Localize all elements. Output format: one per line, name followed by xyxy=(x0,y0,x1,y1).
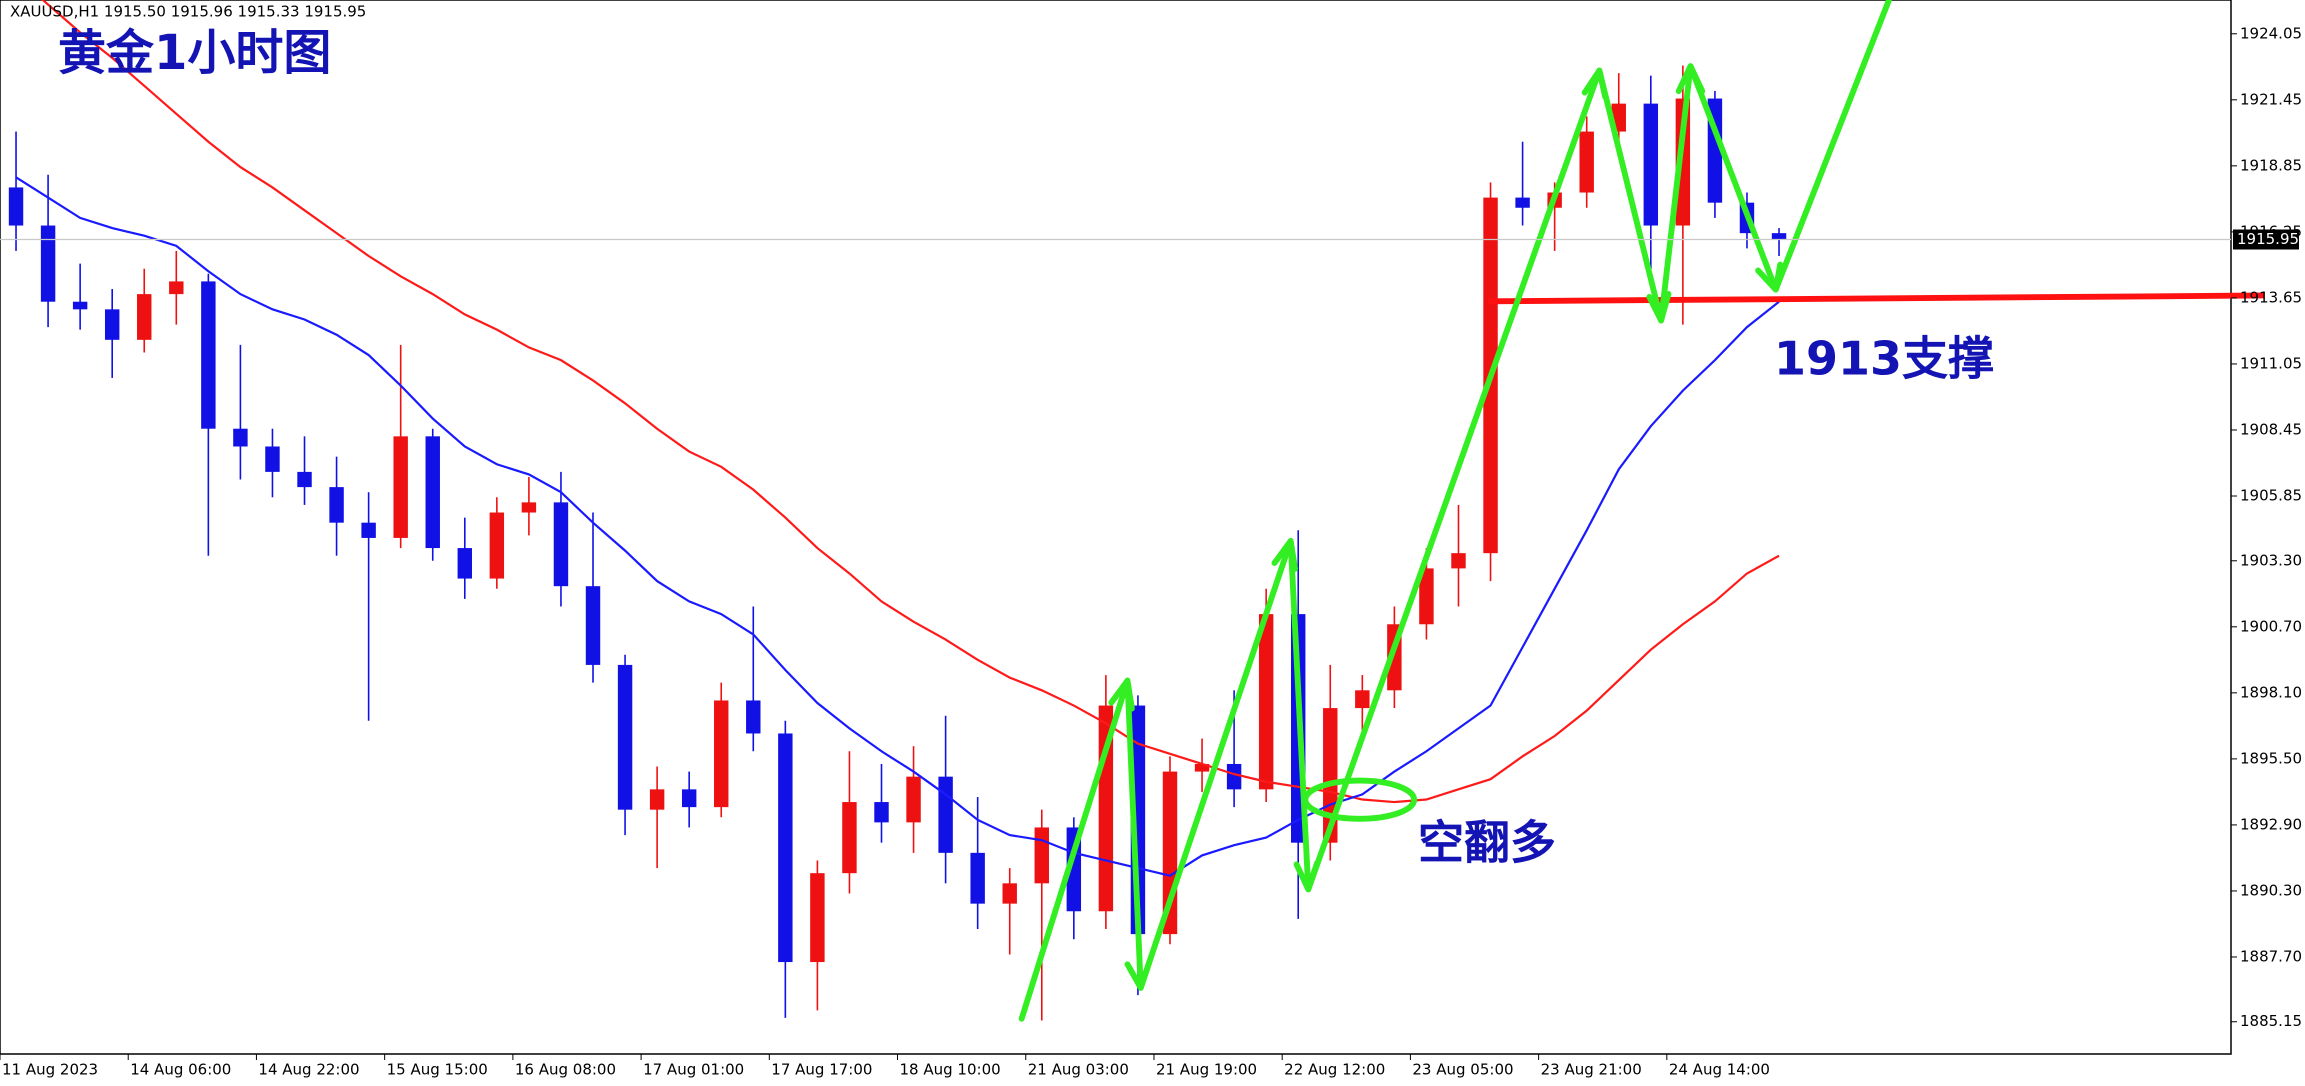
y-tick-label: 1924.05 xyxy=(2240,24,2302,42)
annotation: 1913支撑 xyxy=(1774,332,1994,386)
candle-body xyxy=(938,776,953,853)
x-tick-label: 14 Aug 22:00 xyxy=(258,1061,359,1079)
candle-body xyxy=(425,436,440,549)
candle-body xyxy=(40,225,56,302)
candle-body xyxy=(169,281,184,295)
x-tick-label: 11 Aug 2023 xyxy=(2,1061,98,1079)
candle-body xyxy=(906,776,921,823)
y-tick-label: 1918.85 xyxy=(2240,156,2302,174)
candle-body xyxy=(842,802,857,874)
candle-body xyxy=(617,664,633,810)
moving-average-line xyxy=(41,0,1780,804)
y-tick-label: 1903.30 xyxy=(2240,551,2302,569)
candle-body xyxy=(1258,614,1274,790)
candle-body xyxy=(649,789,665,810)
x-tick-label: 24 Aug 14:00 xyxy=(1669,1061,1770,1079)
x-tick-label: 23 Aug 21:00 xyxy=(1541,1061,1642,1079)
x-tick-label: 17 Aug 17:00 xyxy=(771,1061,872,1079)
x-tick-label: 15 Aug 15:00 xyxy=(387,1061,488,1079)
header: XAUUSD,H1 1915.50 1915.96 1915.33 1915.9… xyxy=(10,3,366,21)
candle-body xyxy=(1515,197,1530,208)
x-tick-label: 18 Aug 10:00 xyxy=(900,1061,1001,1079)
candle-body xyxy=(1771,233,1787,240)
candle-body xyxy=(714,700,729,808)
candle-body xyxy=(1034,827,1049,884)
candle-body xyxy=(72,301,88,310)
x-tick-label: 21 Aug 19:00 xyxy=(1156,1061,1257,1079)
y-tick-label: 1900.70 xyxy=(2240,617,2302,635)
annotation-drawing xyxy=(1018,0,2264,1022)
last-price-box xyxy=(2233,229,2299,250)
y-tick-label: 1885.15 xyxy=(2240,1012,2302,1030)
candle-body xyxy=(585,586,601,665)
candle-body xyxy=(361,522,376,538)
y-tick-label: 1908.45 xyxy=(2240,420,2302,438)
candle-body xyxy=(329,487,344,523)
candle-body xyxy=(297,471,312,488)
plot-frame xyxy=(0,0,2232,1055)
last-price-label: 1915.95 xyxy=(2237,230,2299,248)
green-arrows xyxy=(1018,0,1892,1022)
y-tick-label: 1905.85 xyxy=(2240,487,2302,505)
candle-body xyxy=(1643,103,1659,226)
candle-body xyxy=(1675,98,1691,226)
chart-title: 黄金1小时图 xyxy=(58,25,331,81)
candle-body xyxy=(489,512,505,579)
y-tick-label: 1913.65 xyxy=(2240,288,2302,306)
y-tick-label: 1911.05 xyxy=(2240,354,2302,372)
candle-body xyxy=(681,789,697,808)
y-tick-label: 1898.10 xyxy=(2240,683,2302,701)
candle-body xyxy=(1355,690,1370,709)
annotation: 空翻多 xyxy=(1418,816,1556,870)
x-tick-label: 22 Aug 12:00 xyxy=(1284,1061,1385,1079)
candle-body xyxy=(746,700,761,734)
candle-body xyxy=(1579,131,1594,193)
x-tick-label: 21 Aug 03:00 xyxy=(1028,1061,1129,1079)
candle-body xyxy=(8,187,24,226)
x-tick-label: 23 Aug 05:00 xyxy=(1412,1061,1513,1079)
candle-body xyxy=(457,548,473,579)
support-line xyxy=(1487,292,2264,305)
candle-body xyxy=(810,873,825,963)
candle-body xyxy=(233,428,248,447)
x-tick-label: 16 Aug 08:00 xyxy=(515,1061,616,1079)
moving-average-line xyxy=(15,176,1780,877)
candle-body xyxy=(265,446,280,472)
candle-body xyxy=(201,281,216,429)
y-tick-label: 1921.45 xyxy=(2240,90,2302,108)
y-tick-label: 1887.70 xyxy=(2240,947,2302,965)
candle-body xyxy=(778,733,793,963)
y-tick-label: 1890.30 xyxy=(2240,881,2302,899)
candle-body xyxy=(874,802,889,823)
candle-body xyxy=(1002,883,1017,904)
x-tick-label: 14 Aug 06:00 xyxy=(130,1061,231,1079)
candle-body xyxy=(393,436,408,538)
candle-body xyxy=(521,502,537,513)
x-tick-label: 17 Aug 01:00 xyxy=(643,1061,744,1079)
candle-body xyxy=(970,852,985,904)
candle-body xyxy=(1419,568,1434,625)
candle-body xyxy=(1226,763,1242,790)
candle-body xyxy=(1194,763,1210,772)
candle-body xyxy=(137,294,152,340)
candle-body xyxy=(1451,553,1466,569)
y-tick-label: 1895.50 xyxy=(2240,749,2302,767)
candle-body xyxy=(553,502,569,587)
candle-body xyxy=(104,309,120,340)
y-tick-label: 1892.90 xyxy=(2240,815,2302,833)
